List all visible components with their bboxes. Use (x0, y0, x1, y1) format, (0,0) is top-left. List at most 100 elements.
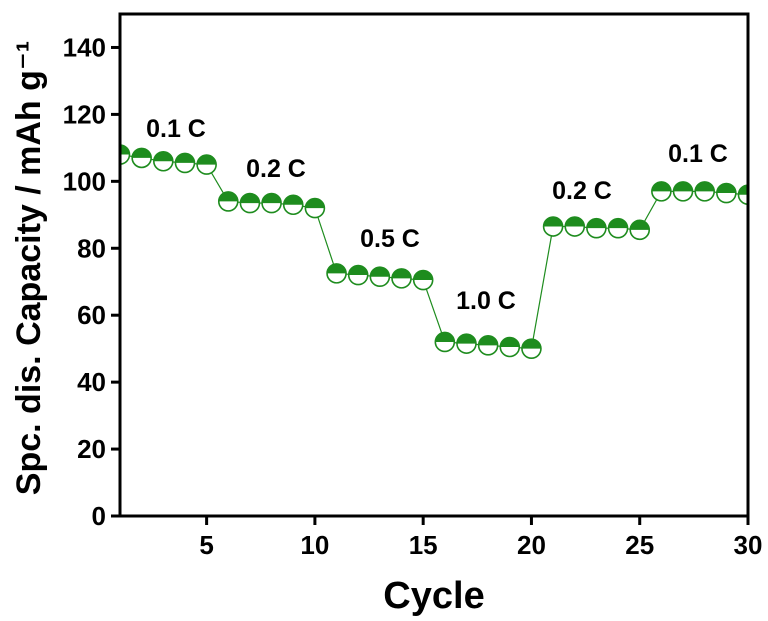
marker (120, 144, 131, 165)
y-tick-label: 20 (77, 434, 106, 464)
marker (607, 217, 629, 239)
marker-edge (369, 266, 391, 288)
marker-edge (737, 184, 748, 206)
marker (651, 181, 672, 202)
marker-edge (586, 217, 607, 239)
marker (586, 217, 607, 239)
marker-edge (217, 191, 239, 212)
marker-edge (120, 144, 131, 165)
marker-edge (542, 216, 564, 237)
annotation: 0.1 C (668, 140, 728, 168)
marker-edge (153, 150, 174, 172)
marker (217, 191, 239, 212)
marker (716, 182, 737, 204)
marker-top (543, 217, 563, 227)
y-tick-label: 40 (77, 367, 106, 397)
marker-edge (261, 192, 282, 214)
marker-edge (239, 192, 261, 214)
marker-edge (174, 152, 196, 174)
marker (347, 264, 369, 286)
marker (131, 147, 152, 169)
marker-top (175, 153, 195, 163)
x-tick-label: 10 (300, 530, 329, 560)
marker-edge (672, 181, 694, 202)
marker-top (435, 332, 455, 342)
marker-edge (456, 333, 477, 354)
y-tick-label: 0 (92, 501, 106, 531)
marker-top (305, 198, 325, 209)
marker (542, 216, 564, 237)
marker-top (197, 155, 217, 165)
marker-edge (347, 264, 369, 286)
marker-top (120, 145, 130, 155)
x-tick-label: 15 (409, 530, 438, 560)
marker-top (478, 335, 498, 346)
marker (369, 266, 391, 288)
marker-top (283, 195, 303, 205)
marker-edge (412, 269, 434, 291)
marker-top (565, 217, 585, 227)
x-axis-label: Cycle (383, 575, 484, 617)
marker-edge (564, 216, 586, 237)
marker-top (500, 337, 520, 347)
marker-top (456, 334, 476, 344)
y-tick-label: 80 (77, 233, 106, 263)
marker-edge (282, 194, 304, 216)
marker-edge (131, 147, 152, 169)
marker-top (262, 193, 282, 204)
marker (239, 192, 261, 214)
y-tick-label: 120 (63, 99, 106, 129)
marker (304, 197, 326, 219)
marker-top (327, 263, 347, 274)
marker (477, 335, 499, 356)
marker-edge (694, 181, 715, 202)
marker (434, 331, 456, 353)
marker (326, 263, 347, 284)
plot-area (120, 144, 748, 359)
marker-top (716, 183, 736, 194)
marker (153, 150, 174, 172)
marker (391, 268, 412, 289)
marker-edge (434, 331, 456, 353)
marker-top (608, 218, 628, 229)
x-tick-label: 20 (517, 530, 546, 560)
series-line (120, 153, 748, 350)
x-tick-label: 25 (625, 530, 654, 560)
marker-edge (716, 182, 737, 204)
marker (282, 194, 304, 216)
marker (737, 184, 748, 206)
annotation: 0.2 C (246, 155, 306, 183)
marker-top (218, 191, 238, 202)
marker-edge (499, 336, 521, 358)
marker-top (586, 218, 606, 229)
marker-top (348, 265, 368, 276)
marker (261, 192, 282, 214)
marker (499, 336, 521, 358)
marker (672, 181, 694, 202)
marker-top (132, 148, 152, 158)
marker-edge (326, 263, 347, 284)
marker-top (738, 185, 748, 195)
y-axis-label: Spc. dis. Capacity / mAh g⁻¹ (10, 41, 48, 495)
marker (694, 181, 715, 202)
marker-edge (651, 181, 672, 202)
y-tick-label: 60 (77, 300, 106, 330)
annotation: 0.2 C (552, 177, 612, 205)
marker (196, 154, 217, 175)
marker-top (392, 268, 412, 279)
y-tick-label: 100 (63, 166, 106, 196)
marker-edge (629, 219, 651, 241)
marker-edge (196, 154, 217, 175)
marker-top (651, 181, 671, 192)
marker (174, 152, 196, 174)
marker-top (521, 339, 541, 349)
marker (629, 219, 651, 241)
y-tick-label: 140 (63, 32, 106, 62)
marker-edge (304, 197, 326, 219)
marker-top (673, 181, 693, 192)
annotation: 1.0 C (456, 287, 516, 315)
marker-top (153, 151, 173, 162)
x-tick-label: 30 (734, 530, 763, 560)
marker (456, 333, 477, 354)
